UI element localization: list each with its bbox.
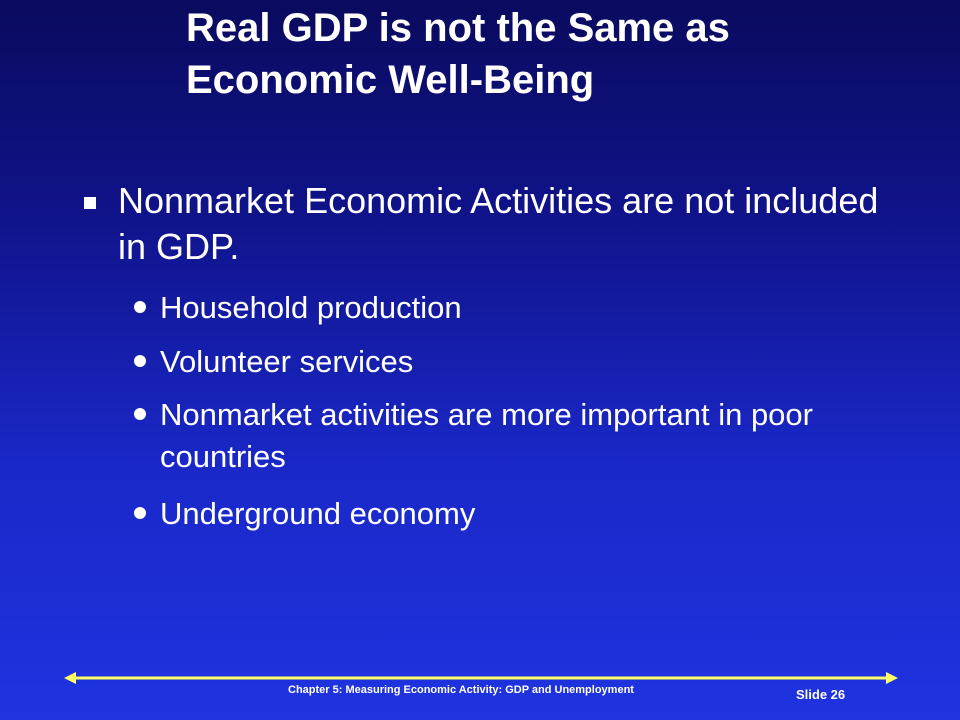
sub-bullet-text: Volunteer services (160, 344, 414, 379)
footer-double-arrow-rule (64, 672, 898, 684)
sub-bullet-poor-countries: Nonmarket activities are more important … (134, 394, 924, 478)
slide-title: Real GDP is not the Same as Economic Wel… (186, 2, 926, 106)
slide-title-line-1: Real GDP is not the Same as (186, 6, 730, 50)
bullet-nonmarket-activities: Nonmarket Economic Activities are not in… (84, 178, 904, 270)
round-bullet-icon (134, 355, 146, 367)
bullet-text: Nonmarket Economic Activities are not in… (118, 180, 879, 267)
sub-bullet-text: Household production (160, 290, 462, 325)
footer-chapter-title: Chapter 5: Measuring Economic Activity: … (288, 684, 634, 696)
sub-bullet-underground-economy: Underground economy (134, 493, 924, 535)
round-bullet-icon (134, 301, 146, 313)
sub-bullet-volunteer-services: Volunteer services (134, 341, 924, 383)
sub-bullet-text: Underground economy (160, 496, 476, 531)
slide-title-line-2: Economic Well-Being (186, 58, 595, 102)
round-bullet-icon (134, 408, 146, 420)
square-bullet-icon (84, 197, 96, 209)
footer-slide-number: Slide 26 (796, 687, 846, 702)
sub-bullet-household-production: Household production (134, 287, 924, 329)
round-bullet-icon (134, 507, 146, 519)
sub-bullet-text: Nonmarket activities are more important … (160, 397, 813, 474)
